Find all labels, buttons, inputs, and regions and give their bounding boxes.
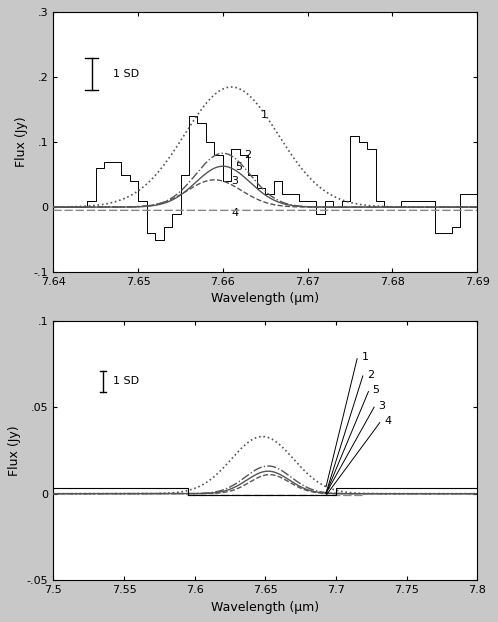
Y-axis label: Flux (Jy): Flux (Jy) [15, 117, 28, 167]
Text: 1: 1 [362, 353, 369, 363]
Text: 4: 4 [384, 417, 391, 427]
Text: 5: 5 [236, 162, 243, 172]
Text: 4: 4 [232, 208, 239, 218]
Text: 1 SD: 1 SD [113, 69, 139, 79]
Text: 5: 5 [373, 385, 379, 395]
X-axis label: Wavelength (μm): Wavelength (μm) [211, 601, 319, 614]
Text: 1: 1 [261, 109, 268, 119]
Text: 3: 3 [232, 176, 239, 186]
Text: 1 SD: 1 SD [113, 376, 139, 386]
Text: 3: 3 [378, 401, 385, 411]
X-axis label: Wavelength (μm): Wavelength (μm) [211, 292, 319, 305]
Text: 2: 2 [367, 369, 374, 379]
Y-axis label: Flux (Jy): Flux (Jy) [8, 425, 21, 476]
Text: 2: 2 [244, 150, 251, 160]
